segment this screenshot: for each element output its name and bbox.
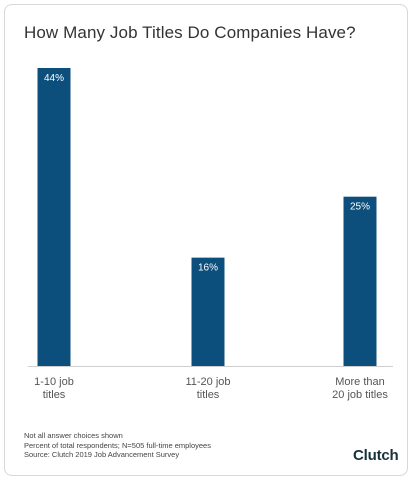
x-tick-label: titles bbox=[197, 389, 220, 401]
chart-title: How Many Job Titles Do Companies Have? bbox=[24, 23, 356, 42]
bar bbox=[37, 68, 71, 366]
x-tick-label: 1-10 job bbox=[34, 376, 74, 388]
bar bbox=[191, 257, 225, 366]
x-tick-label: 11-20 job bbox=[185, 376, 230, 388]
x-tick-label: More than bbox=[335, 376, 385, 388]
x-tick-label: 20 job titles bbox=[332, 389, 388, 401]
bar bbox=[343, 196, 377, 366]
x-tick-label: titles bbox=[43, 389, 66, 401]
chart-card bbox=[4, 4, 408, 476]
footnote-line: Percent of total respondents; N=505 full… bbox=[24, 440, 211, 450]
footnotes: Not all answer choices shown Percent of … bbox=[24, 431, 211, 460]
footnote-line: Not all answer choices shown bbox=[24, 431, 123, 440]
footnote-line: Source: Clutch 2019 Job Advancement Surv… bbox=[24, 450, 180, 459]
data-label: 16% bbox=[198, 263, 218, 274]
clutch-logo: Clutch bbox=[353, 447, 399, 464]
data-label: 44% bbox=[44, 73, 64, 84]
data-label: 25% bbox=[350, 202, 370, 213]
